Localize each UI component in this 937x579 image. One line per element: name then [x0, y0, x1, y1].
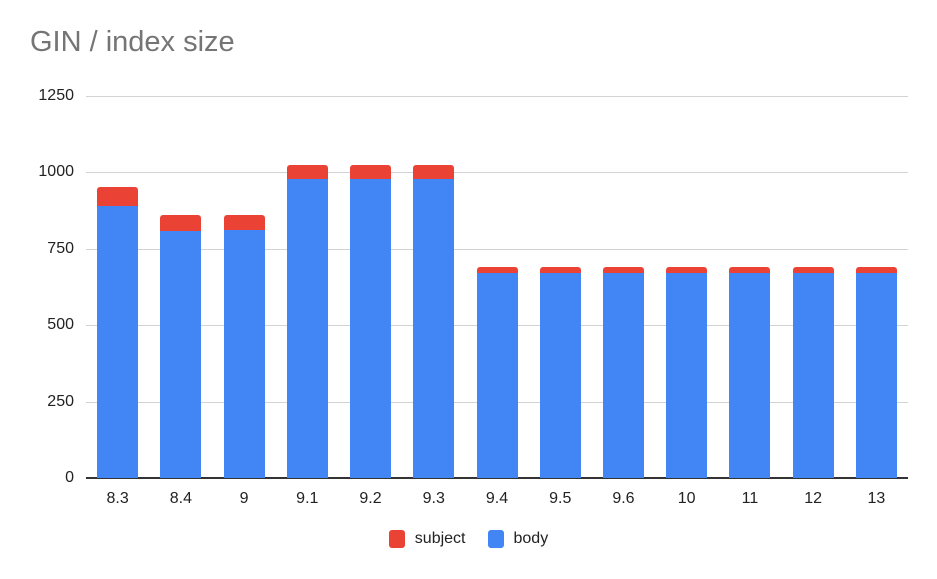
bar-9.5[interactable]	[539, 267, 581, 478]
bar-segment-body[interactable]	[476, 273, 518, 478]
bar-9.3[interactable]	[413, 165, 455, 478]
bar-segment-subject[interactable]	[855, 267, 897, 274]
x-axis-line	[86, 477, 908, 479]
x-tick-label: 13	[867, 490, 886, 507]
bar-segment-body[interactable]	[97, 206, 139, 478]
x-tick-label: 9.5	[549, 490, 572, 507]
bar-segment-body[interactable]	[223, 229, 265, 478]
y-tick-label: 750	[47, 239, 74, 257]
gridline	[86, 248, 908, 250]
y-tick-label: 1250	[38, 87, 74, 104]
gridline	[86, 172, 908, 174]
bar-12[interactable]	[792, 267, 834, 478]
y-tick-label: 500	[47, 316, 74, 334]
legend-label-body: body	[513, 530, 549, 547]
y-tick-label: 1000	[38, 163, 74, 181]
bar-13[interactable]	[855, 267, 897, 478]
x-tick-label: 9.6	[612, 490, 635, 507]
legend-item-body[interactable]: body	[487, 530, 549, 548]
bar-segment-body[interactable]	[666, 273, 708, 478]
bar-segment-subject[interactable]	[792, 267, 834, 274]
bar-segment-subject[interactable]	[729, 267, 771, 274]
bar-segment-subject[interactable]	[666, 267, 708, 274]
legend-item-subject[interactable]: subject	[388, 530, 466, 548]
chart-title: GIN / index size	[30, 26, 235, 58]
x-tick-label: 9	[239, 490, 249, 507]
y-tick-label: 0	[65, 469, 74, 486]
x-tick-label: 8.3	[106, 490, 129, 507]
bar-segment-body[interactable]	[160, 231, 202, 478]
bar-segment-subject[interactable]	[539, 267, 581, 274]
x-tick-label: 9.4	[485, 490, 509, 507]
bar-9.4[interactable]	[476, 267, 518, 478]
legend-label-subject: subject	[414, 530, 466, 547]
x-tick-label: 9.1	[296, 490, 319, 507]
legend: subject body	[0, 530, 937, 548]
gridline	[86, 96, 908, 97]
bar-9.6[interactable]	[602, 267, 644, 478]
bar-segment-body[interactable]	[855, 273, 897, 478]
bar-segment-subject[interactable]	[160, 215, 202, 232]
bar-11[interactable]	[729, 267, 771, 478]
bar-segment-subject[interactable]	[413, 165, 455, 180]
x-tick-label: 11	[741, 490, 759, 507]
x-tick-label: 8.4	[169, 490, 192, 507]
bar-10[interactable]	[666, 267, 708, 478]
y-tick-label: 250	[47, 392, 74, 410]
x-tick-label: 9.2	[359, 490, 382, 507]
bar-segment-body[interactable]	[602, 273, 644, 478]
bar-segment-body[interactable]	[350, 179, 392, 478]
bar-segment-body[interactable]	[539, 273, 581, 478]
bar-segment-subject[interactable]	[476, 267, 518, 274]
bar-segment-body[interactable]	[729, 273, 771, 478]
plot-area	[86, 96, 908, 479]
legend-swatch-body	[487, 530, 504, 548]
bar-8.3[interactable]	[97, 187, 139, 478]
bar-segment-subject[interactable]	[223, 215, 265, 230]
bar-8.4[interactable]	[160, 215, 202, 478]
bar-segment-subject[interactable]	[602, 267, 644, 274]
bar-9.1[interactable]	[286, 165, 328, 478]
x-tick-label: 9.3	[422, 490, 445, 507]
bar-9.2[interactable]	[350, 165, 392, 478]
bar-segment-body[interactable]	[792, 273, 834, 478]
bar-9[interactable]	[223, 215, 265, 478]
bar-segment-body[interactable]	[413, 179, 455, 478]
bar-segment-body[interactable]	[286, 179, 328, 478]
bar-segment-subject[interactable]	[97, 187, 139, 207]
bar-segment-subject[interactable]	[350, 165, 392, 180]
bar-segment-subject[interactable]	[286, 165, 328, 180]
x-tick-label: 12	[804, 490, 823, 507]
x-tick-label: 10	[677, 490, 696, 507]
legend-swatch-subject	[388, 530, 405, 548]
